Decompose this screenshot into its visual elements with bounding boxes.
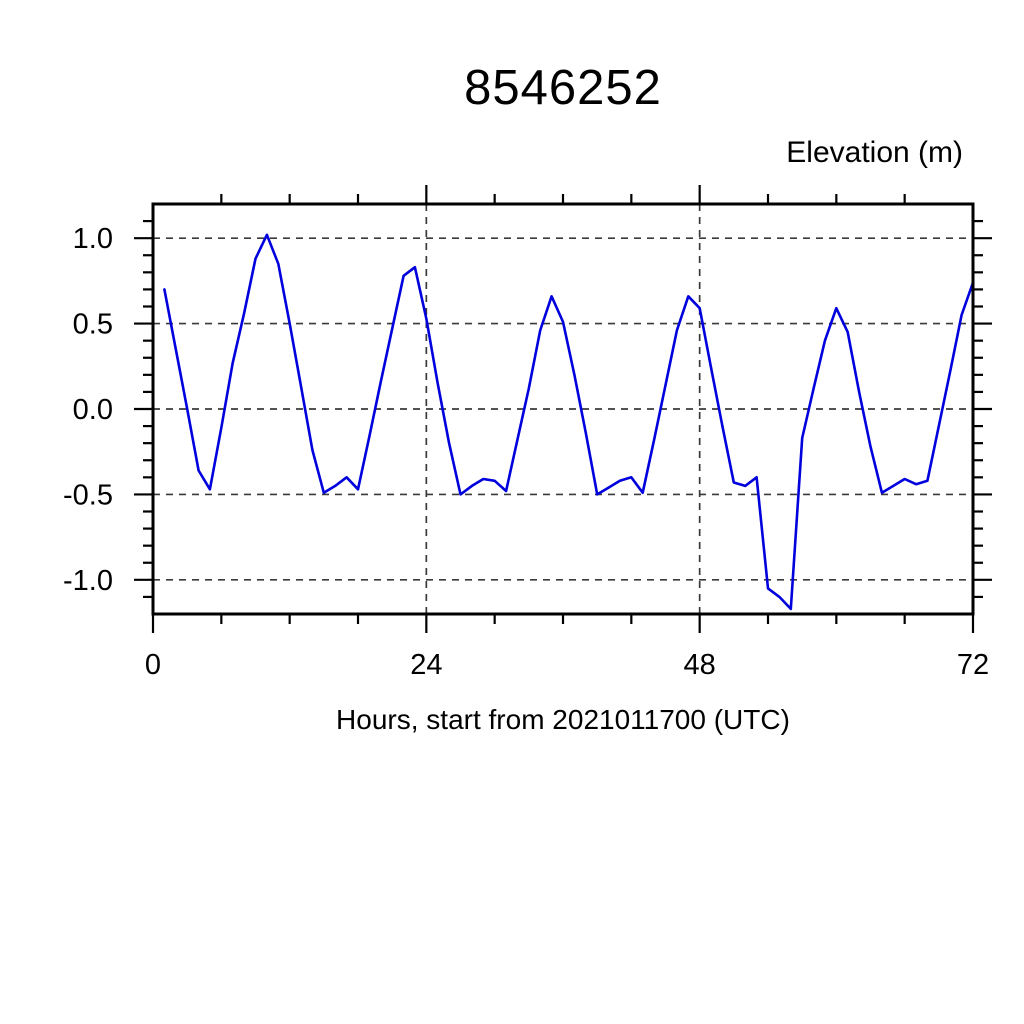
y-tick-labels: 1.0 0.5 0.0 -0.5 -1.0 <box>63 223 113 597</box>
y-axis-title: Elevation (m) <box>786 136 963 169</box>
station-id-title: 8546252 <box>464 61 662 115</box>
y-tick-label: 0.0 <box>73 394 113 426</box>
axis-ticks <box>134 185 992 633</box>
x-tick-label: 0 <box>145 649 161 681</box>
y-tick-label: -1.0 <box>63 565 113 597</box>
y-tick-label: 1.0 <box>73 223 113 255</box>
gridlines <box>153 204 973 614</box>
x-tick-label: 72 <box>957 649 989 681</box>
y-tick-label: 0.5 <box>73 309 113 341</box>
x-tick-labels: 0 24 48 72 <box>145 649 989 681</box>
y-tick-label: -0.5 <box>63 479 113 511</box>
elevation-series-line <box>163 233 975 611</box>
x-tick-label: 24 <box>410 649 442 681</box>
x-tick-label: 48 <box>684 649 716 681</box>
x-axis-label: Hours, start from 2021011700 (UTC) <box>336 704 790 735</box>
